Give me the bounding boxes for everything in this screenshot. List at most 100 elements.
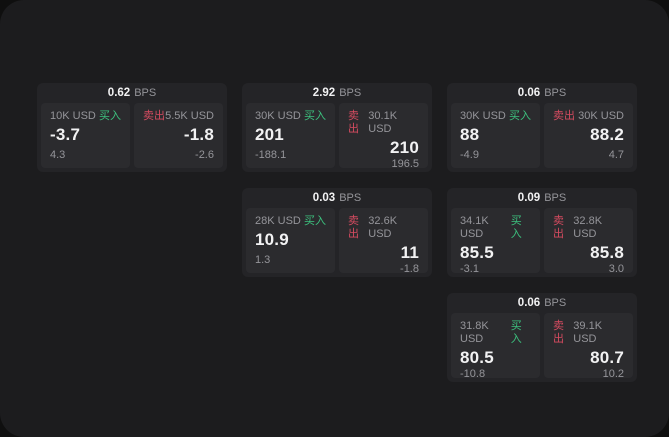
buy-label: 买入: [510, 320, 522, 345]
sell-price: 85.8: [590, 243, 624, 262]
card-panels: 30K USD 买入 201 -188.1 卖出 30.1K USD 210 1…: [246, 103, 428, 170]
buy-panel[interactable]: 10K USD 买入 -3.7 4.3: [41, 103, 130, 168]
card-panels: 30K USD 买入 88 -4.9 卖出 30K USD 88.2 4.7: [451, 103, 633, 168]
sell-label: 卖出: [553, 215, 564, 240]
sell-panel-top-row: 卖出 30K USD: [553, 110, 624, 123]
buy-panel-top-row: 30K USD 买入: [255, 110, 326, 123]
buy-delta: 4.3: [50, 149, 66, 161]
bps-value: 0.03: [312, 192, 336, 204]
buy-price: 201: [255, 125, 284, 144]
sell-delta: -2.6: [195, 149, 214, 161]
sell-panel-top-row: 卖出 5.5K USD: [143, 110, 214, 123]
quote-cards-grid: 0.62 BPS 10K USD 买入 -3.7 4.3 卖出 5.5K USD…: [37, 83, 637, 382]
buy-amount: 28K USD: [255, 215, 301, 227]
card-header: 0.06 BPS: [451, 293, 633, 313]
sell-amount: 39.1K USD: [573, 320, 603, 345]
buy-panel[interactable]: 28K USD 买入 10.9 1.3: [246, 208, 335, 273]
sell-price: 80.7: [590, 348, 624, 367]
sell-panel-top-row: 卖出 39.1K USD: [553, 320, 624, 346]
buy-panel-top-row: 30K USD 买入: [460, 110, 531, 123]
buy-label: 买入: [304, 110, 326, 122]
buy-label: 买入: [509, 110, 531, 122]
bps-unit-label: BPS: [544, 87, 567, 99]
sell-delta: 3.0: [608, 263, 624, 275]
buy-panel-top-row: 34.1K USD 买入: [460, 215, 531, 241]
buy-delta: -3.1: [460, 263, 479, 275]
bps-value: 0.09: [517, 192, 541, 204]
buy-label: 买入: [304, 215, 326, 227]
card-header: 0.03 BPS: [246, 188, 428, 208]
sell-panel-top-row: 卖出 30.1K USD: [348, 110, 419, 136]
card-panels: 31.8K USD 买入 80.5 -10.8 卖出 39.1K USD 80.…: [451, 313, 633, 380]
buy-label: 买入: [99, 110, 121, 122]
sell-panel[interactable]: 卖出 30.1K USD 210 196.5: [339, 103, 428, 170]
card-header: 0.62 BPS: [41, 83, 223, 103]
sell-panel[interactable]: 卖出 5.5K USD -1.8 -2.6: [134, 103, 223, 168]
bps-unit-label: BPS: [339, 192, 362, 204]
bps-unit-label: BPS: [134, 87, 157, 99]
card-panels: 10K USD 买入 -3.7 4.3 卖出 5.5K USD -1.8 -2.…: [41, 103, 223, 168]
buy-amount: 31.8K USD: [460, 320, 489, 345]
bps-value: 2.92: [312, 87, 336, 99]
sell-amount: 30K USD: [578, 110, 624, 122]
sell-panel-top-row: 卖出 32.6K USD: [348, 215, 419, 241]
quote-card: 2.92 BPS 30K USD 买入 201 -188.1 卖出 30.1K …: [242, 83, 432, 172]
buy-amount: 34.1K USD: [460, 215, 489, 240]
sell-amount: 5.5K USD: [165, 110, 214, 122]
buy-amount: 10K USD: [50, 110, 96, 122]
sell-label: 卖出: [553, 320, 564, 345]
bps-value: 0.06: [517, 297, 541, 309]
buy-delta: -10.8: [460, 368, 486, 380]
sell-panel[interactable]: 卖出 39.1K USD 80.7 10.2: [544, 313, 633, 380]
quote-card: 0.06 BPS 31.8K USD 买入 80.5 -10.8 卖出 39.1…: [447, 293, 637, 382]
sell-amount: 32.6K USD: [368, 215, 398, 240]
sell-price: 11: [400, 243, 419, 262]
sell-panel[interactable]: 卖出 30K USD 88.2 4.7: [544, 103, 633, 168]
sell-delta: -1.8: [400, 263, 419, 275]
quote-card: 0.09 BPS 34.1K USD 买入 85.5 -3.1 卖出 32.8K…: [447, 188, 637, 277]
quote-card: 0.03 BPS 28K USD 买入 10.9 1.3 卖出 32.6K US…: [242, 188, 432, 277]
card-header: 2.92 BPS: [246, 83, 428, 103]
sell-panel[interactable]: 卖出 32.8K USD 85.8 3.0: [544, 208, 633, 275]
sell-price: 88.2: [590, 125, 624, 144]
quote-card: 0.62 BPS 10K USD 买入 -3.7 4.3 卖出 5.5K USD…: [37, 83, 227, 172]
bps-value: 0.06: [517, 87, 541, 99]
bps-unit-label: BPS: [544, 192, 567, 204]
buy-price: 85.5: [460, 243, 494, 262]
buy-delta: -4.9: [460, 149, 479, 161]
buy-panel[interactable]: 30K USD 买入 88 -4.9: [451, 103, 540, 168]
sell-amount: 30.1K USD: [368, 110, 398, 135]
buy-delta: -188.1: [255, 149, 287, 161]
buy-price: 80.5: [460, 348, 494, 367]
sell-amount: 32.8K USD: [573, 215, 603, 240]
bps-unit-label: BPS: [544, 297, 567, 309]
buy-panel[interactable]: 34.1K USD 买入 85.5 -3.1: [451, 208, 540, 275]
buy-panel-top-row: 31.8K USD 买入: [460, 320, 531, 346]
sell-price: -1.8: [183, 125, 214, 144]
buy-price: 88: [460, 125, 480, 144]
bps-unit-label: BPS: [339, 87, 362, 99]
buy-panel-top-row: 28K USD 买入: [255, 215, 326, 228]
sell-panel[interactable]: 卖出 32.6K USD 11 -1.8: [339, 208, 428, 275]
sell-label: 卖出: [553, 110, 575, 122]
card-header: 0.09 BPS: [451, 188, 633, 208]
sell-delta: 4.7: [608, 149, 624, 161]
buy-panel[interactable]: 30K USD 买入 201 -188.1: [246, 103, 335, 168]
card-panels: 34.1K USD 买入 85.5 -3.1 卖出 32.8K USD 85.8…: [451, 208, 633, 275]
sell-delta: 10.2: [602, 368, 624, 380]
buy-delta: 1.3: [255, 254, 271, 266]
card-panels: 28K USD 买入 10.9 1.3 卖出 32.6K USD 11 -1.8: [246, 208, 428, 275]
card-header: 0.06 BPS: [451, 83, 633, 103]
buy-price: -3.7: [50, 125, 81, 144]
sell-label: 卖出: [348, 110, 359, 135]
sell-delta: 196.5: [391, 158, 419, 170]
sell-panel-top-row: 卖出 32.8K USD: [553, 215, 624, 241]
sell-price: 210: [390, 138, 419, 157]
buy-price: 10.9: [255, 230, 289, 249]
buy-panel[interactable]: 31.8K USD 买入 80.5 -10.8: [451, 313, 540, 380]
buy-label: 买入: [510, 215, 522, 240]
quote-card: 0.06 BPS 30K USD 买入 88 -4.9 卖出 30K USD 8…: [447, 83, 637, 172]
sell-label: 卖出: [348, 215, 359, 240]
buy-amount: 30K USD: [255, 110, 301, 122]
